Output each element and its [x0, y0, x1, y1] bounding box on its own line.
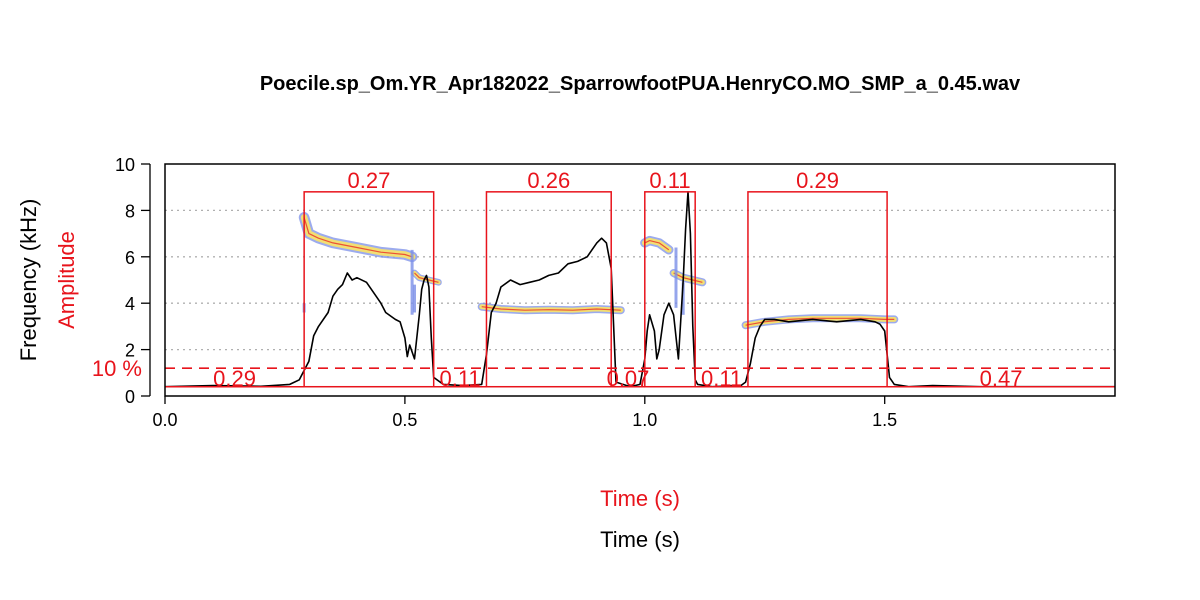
plot-frame [164, 163, 1116, 397]
y-tick-label: 4 [125, 294, 135, 314]
y-tick-label: 0 [125, 387, 135, 407]
threshold-label: 10 % [92, 356, 142, 381]
gap-duration-label: 0.47 [980, 366, 1023, 391]
x-tick-label: 1.5 [872, 410, 897, 430]
signal-segment-box [303, 191, 435, 388]
signal-segment-box [485, 191, 612, 388]
spectrogram-trace-core [673, 272, 703, 283]
y-axis-label-amplitude: Amplitude [54, 231, 79, 329]
gap-duration-label: 0.29 [213, 366, 256, 391]
signal-duration-label: 0.11 [649, 168, 690, 193]
x-axis-label-amplitude: Time (s) [600, 486, 680, 511]
threshold-line: 10 % [92, 356, 1115, 381]
signal-segment-box [644, 191, 696, 388]
y-axis-label: Frequency (kHz) [16, 199, 41, 362]
y-tick-label: 8 [125, 201, 135, 221]
gap-duration-label: 0.07 [607, 366, 650, 391]
y-tick-label: 6 [125, 248, 135, 268]
y-tick-label: 10 [115, 155, 135, 175]
x-tick-label: 0.0 [152, 410, 177, 430]
x-tick-label: 0.5 [392, 410, 417, 430]
chart-title: Poecile.sp_Om.YR_Apr182022_SparrowfootPU… [260, 73, 1021, 95]
x-tick-label: 1.0 [632, 410, 657, 430]
y-axis: 0 2 4 6 8 10 [115, 155, 151, 407]
envelope-line [164, 191, 1115, 388]
x-axis-label: Time (s) [600, 527, 680, 552]
spectrogram-trace-core [745, 317, 895, 326]
amplitude-envelope [164, 191, 1115, 388]
signal-duration-label: 0.29 [796, 168, 839, 193]
spectrogram-trace-core [644, 240, 670, 251]
grid-lines [165, 209, 1115, 351]
spectrogram-traces [298, 212, 899, 330]
segment-boxes: 0.27 0.26 0.11 0.29 0.29 0.11 0.07 0.11 0.47 [165, 168, 1115, 391]
spectrogram-trace-mid [300, 214, 416, 261]
y-tick-label: 2 [125, 341, 135, 361]
gap-duration-label: 0.11 [701, 366, 742, 391]
spectrogram-trace-core [303, 217, 413, 258]
signal-segment-box [747, 191, 888, 388]
signal-duration-label: 0.27 [348, 168, 391, 193]
gap-duration-label: 0.11 [439, 366, 480, 391]
signal-duration-label: 0.26 [527, 168, 570, 193]
spectrogram-trace-core [481, 306, 621, 311]
x-axis: 0.0 0.5 1.0 1.5 [152, 396, 897, 430]
